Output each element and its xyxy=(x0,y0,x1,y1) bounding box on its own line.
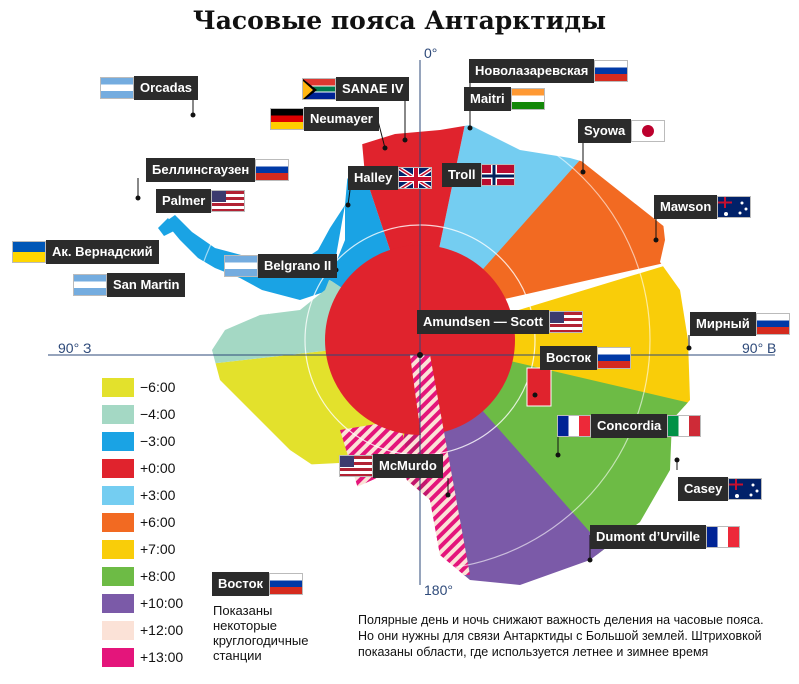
station-vernadsky: Ак. Вернадский xyxy=(12,240,159,264)
flag-uk-icon xyxy=(398,167,433,189)
peninsula-tip xyxy=(158,218,176,236)
station-belgrano: Belgrano II xyxy=(224,254,338,278)
station-label: Troll xyxy=(442,163,482,187)
flag-russia-icon xyxy=(594,60,629,82)
flag-russia-icon xyxy=(597,347,632,369)
station-dumont: Dumont d’Urville xyxy=(590,525,741,549)
station-casey: Casey xyxy=(678,477,763,501)
station-label: Mawson xyxy=(654,195,718,219)
flag-south-africa-icon xyxy=(302,78,336,100)
station-mawson: Mawson xyxy=(654,195,752,219)
station-syowa: Syowa xyxy=(578,119,666,143)
legend-item: +12:00 xyxy=(102,619,183,641)
legend-item: −3:00 xyxy=(102,430,175,452)
flag-india-icon xyxy=(510,88,545,110)
station-orcadas: Orcadas xyxy=(100,76,199,100)
station-neumayer: Neumayer xyxy=(270,107,379,131)
station-label: Palmer xyxy=(156,189,212,213)
station-label: Orcadas xyxy=(134,76,199,100)
flag-usa-icon xyxy=(548,311,583,333)
flag-argentina-icon xyxy=(73,274,107,296)
axis-label-bottom: 180° xyxy=(424,582,453,598)
halley-leader xyxy=(347,189,351,206)
station-label: Восток xyxy=(540,346,598,370)
station-label: McMurdo xyxy=(373,454,443,478)
flag-ukraine-icon xyxy=(12,241,46,263)
station-label: Halley xyxy=(348,166,399,190)
axis-label-top: 0° xyxy=(424,45,438,61)
legend-item: −4:00 xyxy=(102,403,175,425)
station-san-martin: San Martin xyxy=(73,273,186,297)
flag-usa-icon xyxy=(211,190,246,212)
legend-item: +10:00 xyxy=(102,592,183,614)
legend-item: +6:00 xyxy=(102,511,175,533)
south-pole-dot xyxy=(417,352,423,358)
legend-item: +8:00 xyxy=(102,565,175,587)
station-label: Восток xyxy=(212,572,270,596)
station-bellingshausen: Беллинсгаузен xyxy=(146,158,290,182)
station-label: SANAE IV xyxy=(336,77,410,101)
legend-station-note: Показаны некоторые круглогодичные станци… xyxy=(213,603,309,663)
vostok-inset xyxy=(526,367,552,407)
station-concordia: Concordia xyxy=(557,414,702,438)
station-mirny: Мирный xyxy=(690,312,790,336)
flag-france-icon xyxy=(557,415,591,437)
station-label: Dumont d’Urville xyxy=(590,525,707,549)
station-label: Беллинсгаузен xyxy=(146,158,256,182)
station-label: Neumayer xyxy=(304,107,379,131)
station-label: Casey xyxy=(678,477,729,501)
station-label: Maitri xyxy=(464,87,511,111)
station-sanae: SANAE IV xyxy=(302,77,410,101)
axis-label-right: 90° В xyxy=(742,340,777,356)
axis-label-left: 90° З xyxy=(58,340,92,356)
flag-russia-icon xyxy=(255,159,290,181)
flag-germany-icon xyxy=(270,108,304,130)
station-label: Ак. Вернадский xyxy=(46,240,159,264)
flag-argentina-icon xyxy=(100,77,134,99)
station-palmer: Palmer xyxy=(156,189,246,213)
station-novolazarevskaya: Новолазаревская xyxy=(469,59,629,83)
legend-item: −6:00 xyxy=(102,376,175,398)
station-label: Belgrano II xyxy=(258,254,338,278)
flag-russia-icon xyxy=(755,313,790,335)
flag-norway-icon xyxy=(481,164,516,186)
flag-argentina-icon xyxy=(224,255,258,277)
station-troll: Troll xyxy=(442,163,516,187)
legend-item: +7:00 xyxy=(102,538,175,560)
legend-item: +3:00 xyxy=(102,484,175,506)
legend-station-example: Восток xyxy=(212,572,304,596)
flag-japan-icon xyxy=(631,120,666,142)
footnote: Полярные день и ночь снижают важность де… xyxy=(358,613,764,659)
station-label: Amundsen — Scott xyxy=(417,310,549,334)
station-label: Мирный xyxy=(690,312,756,336)
station-label: Syowa xyxy=(578,119,632,143)
flag-italy-icon xyxy=(667,415,702,437)
legend-item: +13:00 xyxy=(102,646,183,668)
station-label: Новолазаревская xyxy=(469,59,595,83)
zone-plus0 xyxy=(360,125,470,340)
flag-australia-icon xyxy=(728,478,763,500)
flag-australia-icon xyxy=(717,196,752,218)
legend-item: +0:00 xyxy=(102,457,175,479)
station-halley: Halley xyxy=(348,166,433,190)
station-amundsen-scott: Amundsen — Scott xyxy=(417,310,583,334)
station-label: San Martin xyxy=(107,273,186,297)
flag-russia-icon xyxy=(269,573,304,595)
page-title: Часовые пояса Антарктиды xyxy=(192,6,607,35)
flag-usa-icon xyxy=(339,455,373,477)
station-label: Concordia xyxy=(591,414,668,438)
station-mcmurdo: McMurdo xyxy=(339,454,443,478)
station-maitri: Maitri xyxy=(464,87,545,111)
flag-france-icon xyxy=(706,526,741,548)
station-vostok: Восток xyxy=(540,346,632,370)
